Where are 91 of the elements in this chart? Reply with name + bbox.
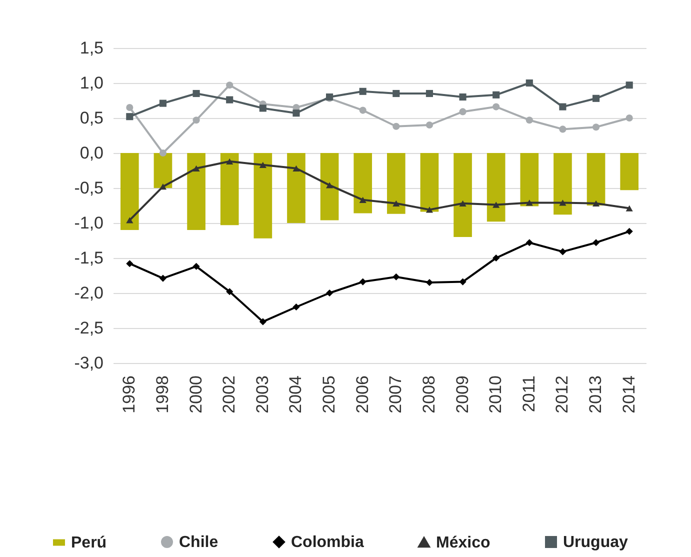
point: [426, 278, 434, 286]
point: [226, 288, 234, 296]
point: [192, 116, 200, 124]
x-tick-label: 2006: [352, 376, 372, 414]
point: [326, 289, 334, 297]
point: [392, 273, 400, 280]
y-tick-label: -1,0: [74, 214, 104, 232]
y-tick-label: 0,0: [80, 144, 104, 162]
point: [459, 200, 466, 206]
x-tick-label: 1996: [120, 376, 139, 414]
x-tick-label: 2009: [452, 376, 472, 414]
point: [626, 114, 633, 122]
point: [192, 262, 200, 270]
point: [559, 200, 566, 206]
point: [159, 184, 167, 190]
legend-label: Uruguay: [563, 534, 628, 551]
y-tick-label: 0,5: [80, 108, 104, 128]
y-tick-label: -0,5: [74, 178, 104, 198]
point: [292, 110, 300, 117]
point: [126, 217, 134, 224]
point: [526, 79, 533, 87]
y-tick-label: -1,5: [74, 248, 104, 268]
point: [359, 196, 366, 203]
x-tick-label: 2011: [519, 376, 538, 412]
point: [526, 116, 533, 124]
point: [359, 88, 366, 95]
point: [559, 103, 566, 110]
point: [392, 90, 400, 98]
point: [226, 158, 234, 164]
point: [226, 96, 234, 104]
point: [492, 91, 500, 98]
point: [292, 165, 300, 172]
y-tick-label: -3,0: [74, 354, 104, 372]
legend-label: Colombia: [291, 534, 364, 551]
point: [592, 94, 600, 102]
x-tick-label: 2014: [619, 376, 638, 414]
point: [292, 303, 300, 311]
point: [459, 278, 466, 286]
point: [159, 100, 167, 107]
legend-label: Perú: [71, 534, 107, 552]
point: [259, 104, 266, 112]
x-tick-label: 2000: [186, 376, 206, 414]
point: [226, 82, 234, 89]
x-tick-label: 2012: [552, 376, 572, 414]
point: [426, 121, 434, 129]
point: [192, 90, 200, 98]
y-tick-label: 1,0: [80, 74, 104, 92]
point: [126, 104, 134, 112]
point: [492, 103, 500, 110]
point: [159, 149, 167, 157]
point: [459, 93, 466, 101]
point: [259, 318, 266, 326]
point: [626, 205, 633, 212]
point: [559, 248, 566, 256]
point: [392, 200, 400, 206]
point: [592, 124, 600, 131]
legend-label: México: [436, 534, 490, 552]
x-tick-label: 2002: [220, 376, 239, 414]
x-tick-label: 2003: [252, 376, 272, 414]
point: [526, 200, 533, 206]
x-tick-label: 2007: [386, 376, 406, 414]
point: [192, 165, 200, 172]
y-tick-label: 1,5: [80, 38, 104, 58]
x-tick-label: 2013: [586, 376, 606, 414]
point: [426, 90, 434, 98]
point: [492, 254, 500, 262]
point: [592, 239, 600, 246]
legend-label: Chile: [179, 534, 218, 551]
point: [626, 82, 633, 89]
point: [326, 182, 334, 188]
x-tick-label: 1998: [152, 376, 172, 414]
point: [526, 239, 533, 246]
x-tick-label: 2010: [486, 376, 506, 414]
point: [392, 122, 400, 130]
point: [592, 200, 600, 206]
point: [126, 260, 134, 268]
point: [626, 228, 633, 235]
y-tick-label: -2,0: [74, 284, 104, 302]
y-tick-label: -2,5: [74, 318, 104, 338]
point: [126, 113, 134, 120]
point: [359, 106, 366, 114]
point: [426, 206, 434, 213]
x-tick-label: 2005: [320, 376, 339, 414]
point: [492, 202, 500, 208]
point: [359, 278, 366, 286]
x-tick-label: 2004: [286, 376, 306, 414]
point: [459, 108, 466, 116]
point: [259, 162, 266, 168]
x-tick-label: 2008: [419, 376, 438, 414]
point: [559, 126, 566, 133]
point: [159, 274, 167, 282]
